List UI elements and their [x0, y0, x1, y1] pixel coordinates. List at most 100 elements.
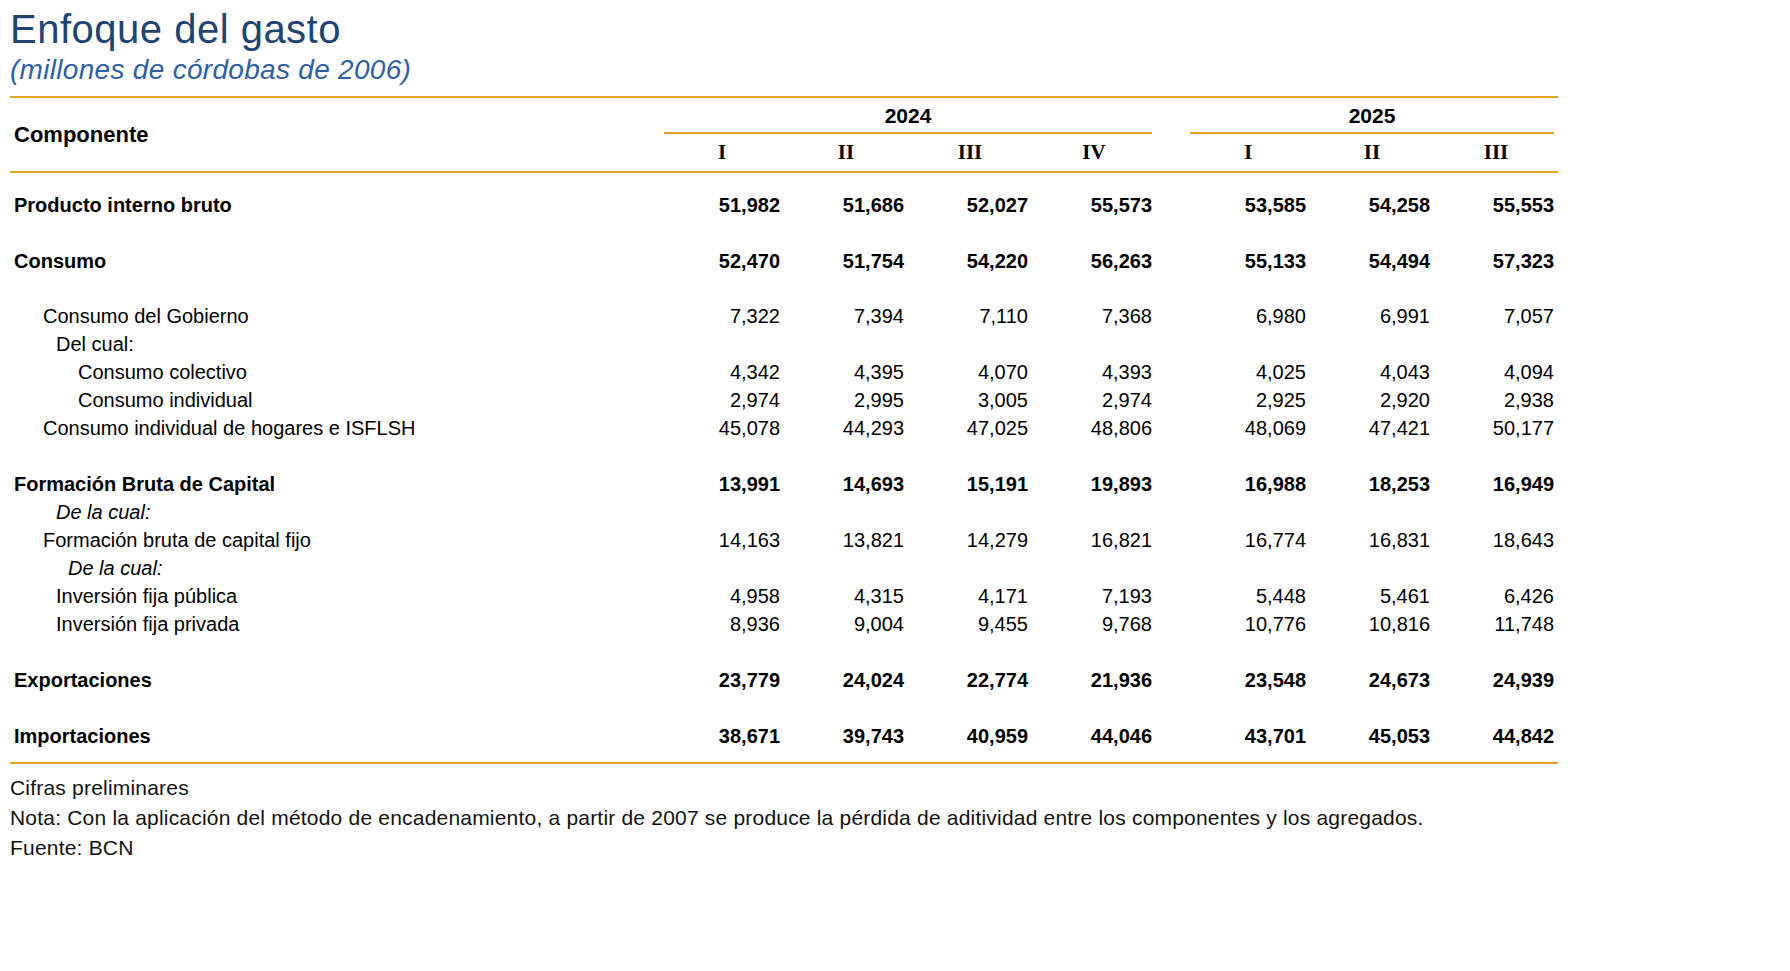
- table-row: Formación Bruta de Capital 13,991 14,693…: [10, 470, 1558, 498]
- value-2024-I: 8,936: [660, 613, 784, 636]
- value-2024-III: 54,220: [908, 250, 1032, 273]
- row-label: Consumo colectivo: [10, 361, 660, 384]
- value-2024-III: 47,025: [908, 417, 1032, 440]
- value-2024-III: 22,774: [908, 669, 1032, 692]
- value-2025-III: 44,842: [1434, 725, 1558, 748]
- value-2024-I: 7,322: [660, 305, 784, 328]
- value-2025-II: 5,461: [1310, 585, 1434, 608]
- value-2024-II: 39,743: [784, 725, 908, 748]
- table-row: Consumo individual 2,974 2,995 3,005 2,9…: [10, 386, 1558, 414]
- page-title: Enfoque del gasto: [10, 6, 1558, 52]
- report-page: Enfoque del gasto (millones de córdobas …: [10, 6, 1558, 863]
- table-row: Exportaciones 23,779 24,024 22,774 21,93…: [10, 666, 1558, 694]
- value-2024-III: 3,005: [908, 389, 1032, 412]
- footnote-source: Fuente: BCN: [10, 833, 1558, 863]
- table-row: Inversión fija pública 4,958 4,315 4,171…: [10, 582, 1558, 610]
- value-2024-II: 2,995: [784, 389, 908, 412]
- value-2025-III: 24,939: [1434, 669, 1558, 692]
- year-group: 2024 IIIIIIIV: [660, 103, 1156, 166]
- value-2025-I: 5,448: [1186, 585, 1310, 608]
- value-2024-II: 51,754: [784, 250, 908, 273]
- value-2024-II: 14,693: [784, 473, 908, 496]
- value-2025-II: 4,043: [1310, 361, 1434, 384]
- value-2025-II: 45,053: [1310, 725, 1434, 748]
- value-2024-IV: 55,573: [1032, 194, 1156, 217]
- value-2024-III: 52,027: [908, 194, 1032, 217]
- row-label: Exportaciones: [10, 669, 660, 692]
- year-label: 2024: [660, 103, 1156, 129]
- value-2024-I: 38,671: [660, 725, 784, 748]
- quarter-row: IIIIIIIV: [660, 138, 1156, 166]
- value-2024-II: 24,024: [784, 669, 908, 692]
- quarter-label: I: [1186, 138, 1310, 166]
- table-body: Producto interno bruto 51,982 51,686 52,…: [10, 191, 1558, 762]
- row-label: Consumo individual: [10, 389, 660, 412]
- value-2024-II: 51,686: [784, 194, 908, 217]
- value-2025-II: 10,816: [1310, 613, 1434, 636]
- year-underline: [1190, 132, 1554, 134]
- quarter-label: III: [908, 138, 1032, 166]
- quarter-row: IIIIII: [1186, 138, 1558, 166]
- value-2025-I: 43,701: [1186, 725, 1310, 748]
- value-2024-IV: 16,821: [1032, 529, 1156, 552]
- value-2024-III: 14,279: [908, 529, 1032, 552]
- row-label: De la cual:: [10, 557, 660, 580]
- value-2025-I: 2,925: [1186, 389, 1310, 412]
- table-row: Consumo colectivo 4,342 4,395 4,070 4,39…: [10, 358, 1558, 386]
- page-subtitle: (millones de córdobas de 2006): [10, 52, 1558, 88]
- value-2024-III: 9,455: [908, 613, 1032, 636]
- table-row: Inversión fija privada 8,936 9,004 9,455…: [10, 610, 1558, 638]
- value-2024-I: 2,974: [660, 389, 784, 412]
- quarter-label: IV: [1032, 138, 1156, 166]
- value-2025-I: 23,548: [1186, 669, 1310, 692]
- row-label: Consumo del Gobierno: [10, 305, 660, 328]
- value-2025-III: 11,748: [1434, 613, 1558, 636]
- value-2025-I: 55,133: [1186, 250, 1310, 273]
- quarter-label: II: [784, 138, 908, 166]
- table-row: Del cual:: [10, 330, 1558, 358]
- value-2025-II: 6,991: [1310, 305, 1434, 328]
- value-2025-III: 4,094: [1434, 361, 1558, 384]
- value-2025-I: 10,776: [1186, 613, 1310, 636]
- table-row: Consumo individual de hogares e ISFLSH 4…: [10, 414, 1558, 442]
- value-2024-IV: 7,193: [1032, 585, 1156, 608]
- value-2025-III: 2,938: [1434, 389, 1558, 412]
- year-label: 2025: [1186, 103, 1558, 129]
- value-2025-I: 53,585: [1186, 194, 1310, 217]
- component-column-header: Componente: [10, 122, 660, 148]
- value-2025-III: 50,177: [1434, 417, 1558, 440]
- table-row: Formación bruta de capital fijo 14,163 1…: [10, 526, 1558, 554]
- quarter-label: I: [660, 138, 784, 166]
- row-label: Importaciones: [10, 725, 660, 748]
- value-2024-II: 13,821: [784, 529, 908, 552]
- value-2024-I: 13,991: [660, 473, 784, 496]
- value-2024-III: 4,171: [908, 585, 1032, 608]
- table-row: Producto interno bruto 51,982 51,686 52,…: [10, 191, 1558, 219]
- value-2024-IV: 2,974: [1032, 389, 1156, 412]
- table-row: De la cual:: [10, 498, 1558, 526]
- row-label: Del cual:: [10, 333, 660, 356]
- footnotes: Cifras preliminares Nota: Con la aplicac…: [10, 773, 1558, 863]
- value-2024-IV: 7,368: [1032, 305, 1156, 328]
- value-2025-I: 48,069: [1186, 417, 1310, 440]
- quarter-label: III: [1434, 138, 1558, 166]
- value-2025-I: 6,980: [1186, 305, 1310, 328]
- value-2024-I: 4,958: [660, 585, 784, 608]
- value-2025-II: 54,494: [1310, 250, 1434, 273]
- table-row: Consumo del Gobierno 7,322 7,394 7,110 7…: [10, 302, 1558, 330]
- year-underline: [664, 132, 1152, 134]
- value-2024-I: 51,982: [660, 194, 784, 217]
- value-2025-I: 16,774: [1186, 529, 1310, 552]
- quarter-label: II: [1310, 138, 1434, 166]
- row-label: Inversión fija privada: [10, 613, 660, 636]
- value-2024-III: 7,110: [908, 305, 1032, 328]
- row-label: De la cual:: [10, 501, 660, 524]
- value-2024-I: 52,470: [660, 250, 784, 273]
- row-label: Consumo individual de hogares e ISFLSH: [10, 417, 660, 440]
- value-2024-II: 44,293: [784, 417, 908, 440]
- value-2025-II: 2,920: [1310, 389, 1434, 412]
- row-label: Inversión fija pública: [10, 585, 660, 608]
- table-row: De la cual:: [10, 554, 1558, 582]
- value-2025-III: 7,057: [1434, 305, 1558, 328]
- value-2025-II: 54,258: [1310, 194, 1434, 217]
